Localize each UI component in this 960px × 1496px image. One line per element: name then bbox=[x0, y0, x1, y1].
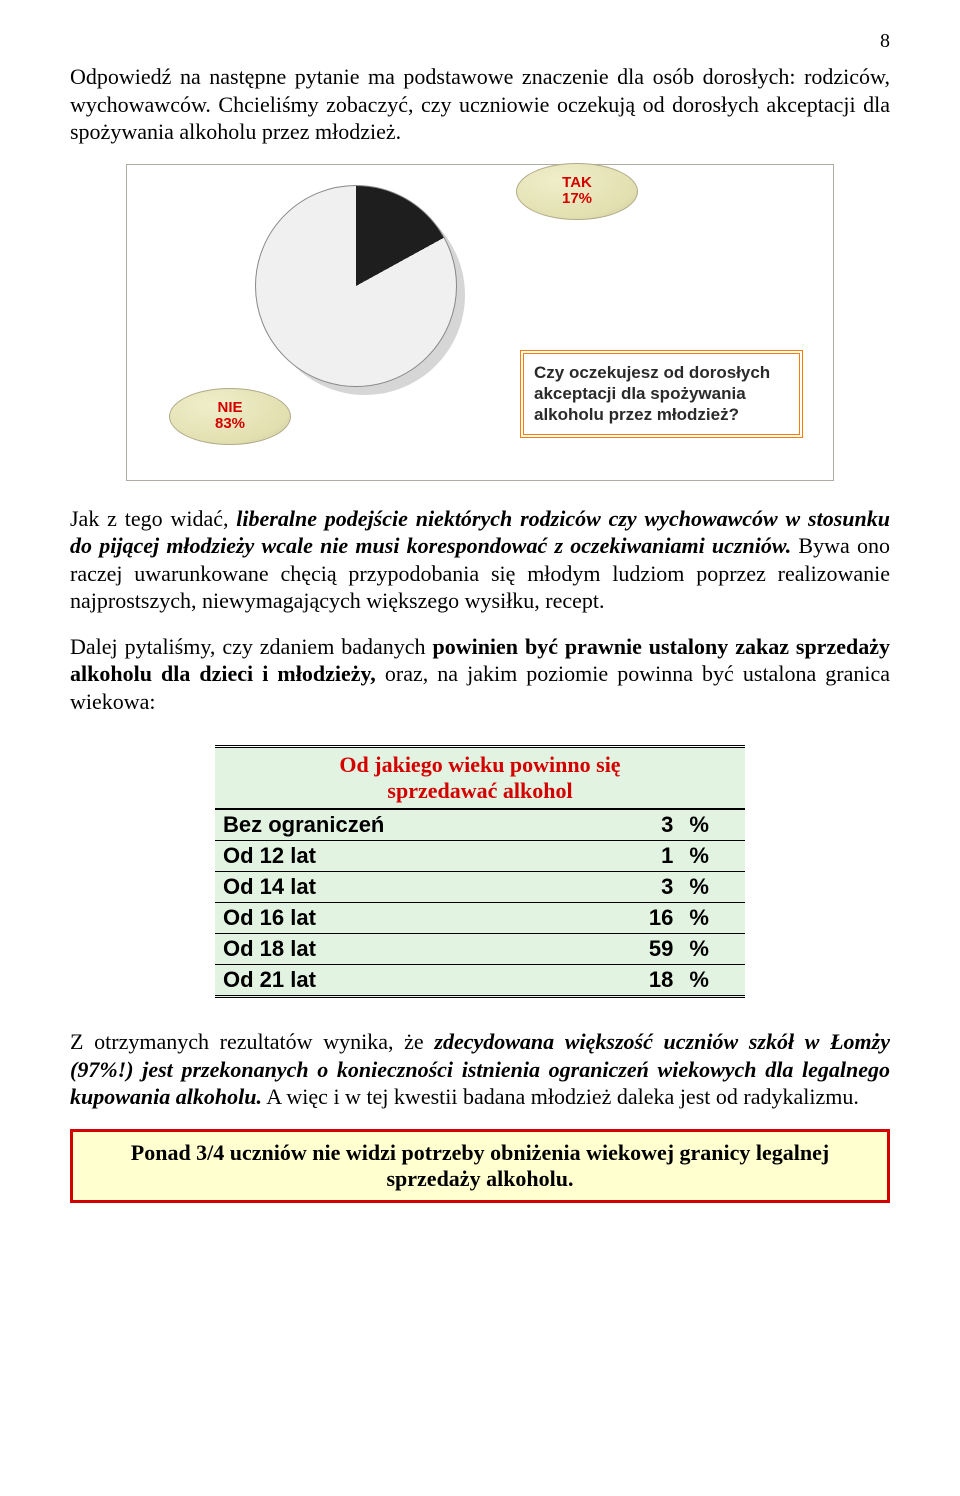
table-row: Od 12 lat 1 % bbox=[215, 841, 745, 872]
analysis-paragraph-1: Jak z tego widać, liberalne podejście ni… bbox=[70, 505, 890, 615]
para4-lead: Z otrzymanych rezultatów wynika, że bbox=[70, 1029, 434, 1054]
callout-nie-label: NIE bbox=[170, 400, 290, 417]
table-cell-pct: % bbox=[681, 809, 745, 841]
table-cell-value: 59 bbox=[575, 934, 681, 965]
pie-foreground bbox=[255, 185, 457, 387]
table-row: Bez ograniczeń 3 % bbox=[215, 809, 745, 841]
table-title: Od jakiego wieku powinno się sprzedawać … bbox=[215, 747, 745, 810]
pie-chart bbox=[255, 185, 475, 405]
table-cell-value: 3 bbox=[575, 872, 681, 903]
page-number: 8 bbox=[70, 30, 890, 53]
table-cell-value: 16 bbox=[575, 903, 681, 934]
table-cell-pct: % bbox=[681, 934, 745, 965]
callout-tak-label: TAK bbox=[517, 175, 637, 192]
table-row: Od 14 lat 3 % bbox=[215, 872, 745, 903]
table-title-line1: Od jakiego wieku powinno się bbox=[339, 752, 620, 777]
intro-paragraph: Odpowiedź na następne pytanie ma podstaw… bbox=[70, 63, 890, 146]
analysis-paragraph-2: Dalej pytaliśmy, czy zdaniem badanych po… bbox=[70, 633, 890, 716]
conclusion-paragraph: Z otrzymanych rezultatów wynika, że zdec… bbox=[70, 1028, 890, 1111]
age-table: Od jakiego wieku powinno się sprzedawać … bbox=[215, 745, 745, 998]
page: 8 Odpowiedź na następne pytanie ma podst… bbox=[0, 0, 960, 1233]
age-table-wrap: Od jakiego wieku powinno się sprzedawać … bbox=[215, 745, 745, 998]
table-cell-pct: % bbox=[681, 872, 745, 903]
table-cell-label: Bez ograniczeń bbox=[215, 809, 575, 841]
table-cell-label: Od 18 lat bbox=[215, 934, 575, 965]
para3-lead: Dalej pytaliśmy, czy zdaniem badanych bbox=[70, 634, 432, 659]
table-cell-value: 18 bbox=[575, 965, 681, 997]
table-row: Od 18 lat 59 % bbox=[215, 934, 745, 965]
table-cell-pct: % bbox=[681, 965, 745, 997]
table-cell-label: Od 14 lat bbox=[215, 872, 575, 903]
chart-question-box: Czy oczekujesz od dorosłych akceptacji d… bbox=[520, 350, 803, 438]
para2-lead: Jak z tego widać, bbox=[70, 506, 228, 531]
callout-tak: TAK 17% bbox=[516, 163, 638, 220]
para4-tail: A więc i w tej kwestii badana młodzież d… bbox=[262, 1084, 859, 1109]
pie-chart-frame: TAK 17% NIE 83% Czy oczekujesz od dorosł… bbox=[126, 164, 834, 481]
footer-highlight-box: Ponad 3/4 uczniów nie widzi potrzeby obn… bbox=[70, 1129, 890, 1203]
callout-tak-value: 17% bbox=[517, 191, 637, 208]
callout-nie-value: 83% bbox=[170, 416, 290, 433]
table-cell-label: Od 21 lat bbox=[215, 965, 575, 997]
callout-nie: NIE 83% bbox=[169, 388, 291, 445]
table-cell-value: 3 bbox=[575, 809, 681, 841]
table-title-line2: sprzedawać alkohol bbox=[387, 778, 572, 803]
table-cell-label: Od 16 lat bbox=[215, 903, 575, 934]
table-cell-value: 1 bbox=[575, 841, 681, 872]
table-cell-pct: % bbox=[681, 841, 745, 872]
table-row: Od 16 lat 16 % bbox=[215, 903, 745, 934]
table-cell-pct: % bbox=[681, 903, 745, 934]
table-row: Od 21 lat 18 % bbox=[215, 965, 745, 997]
table-cell-label: Od 12 lat bbox=[215, 841, 575, 872]
